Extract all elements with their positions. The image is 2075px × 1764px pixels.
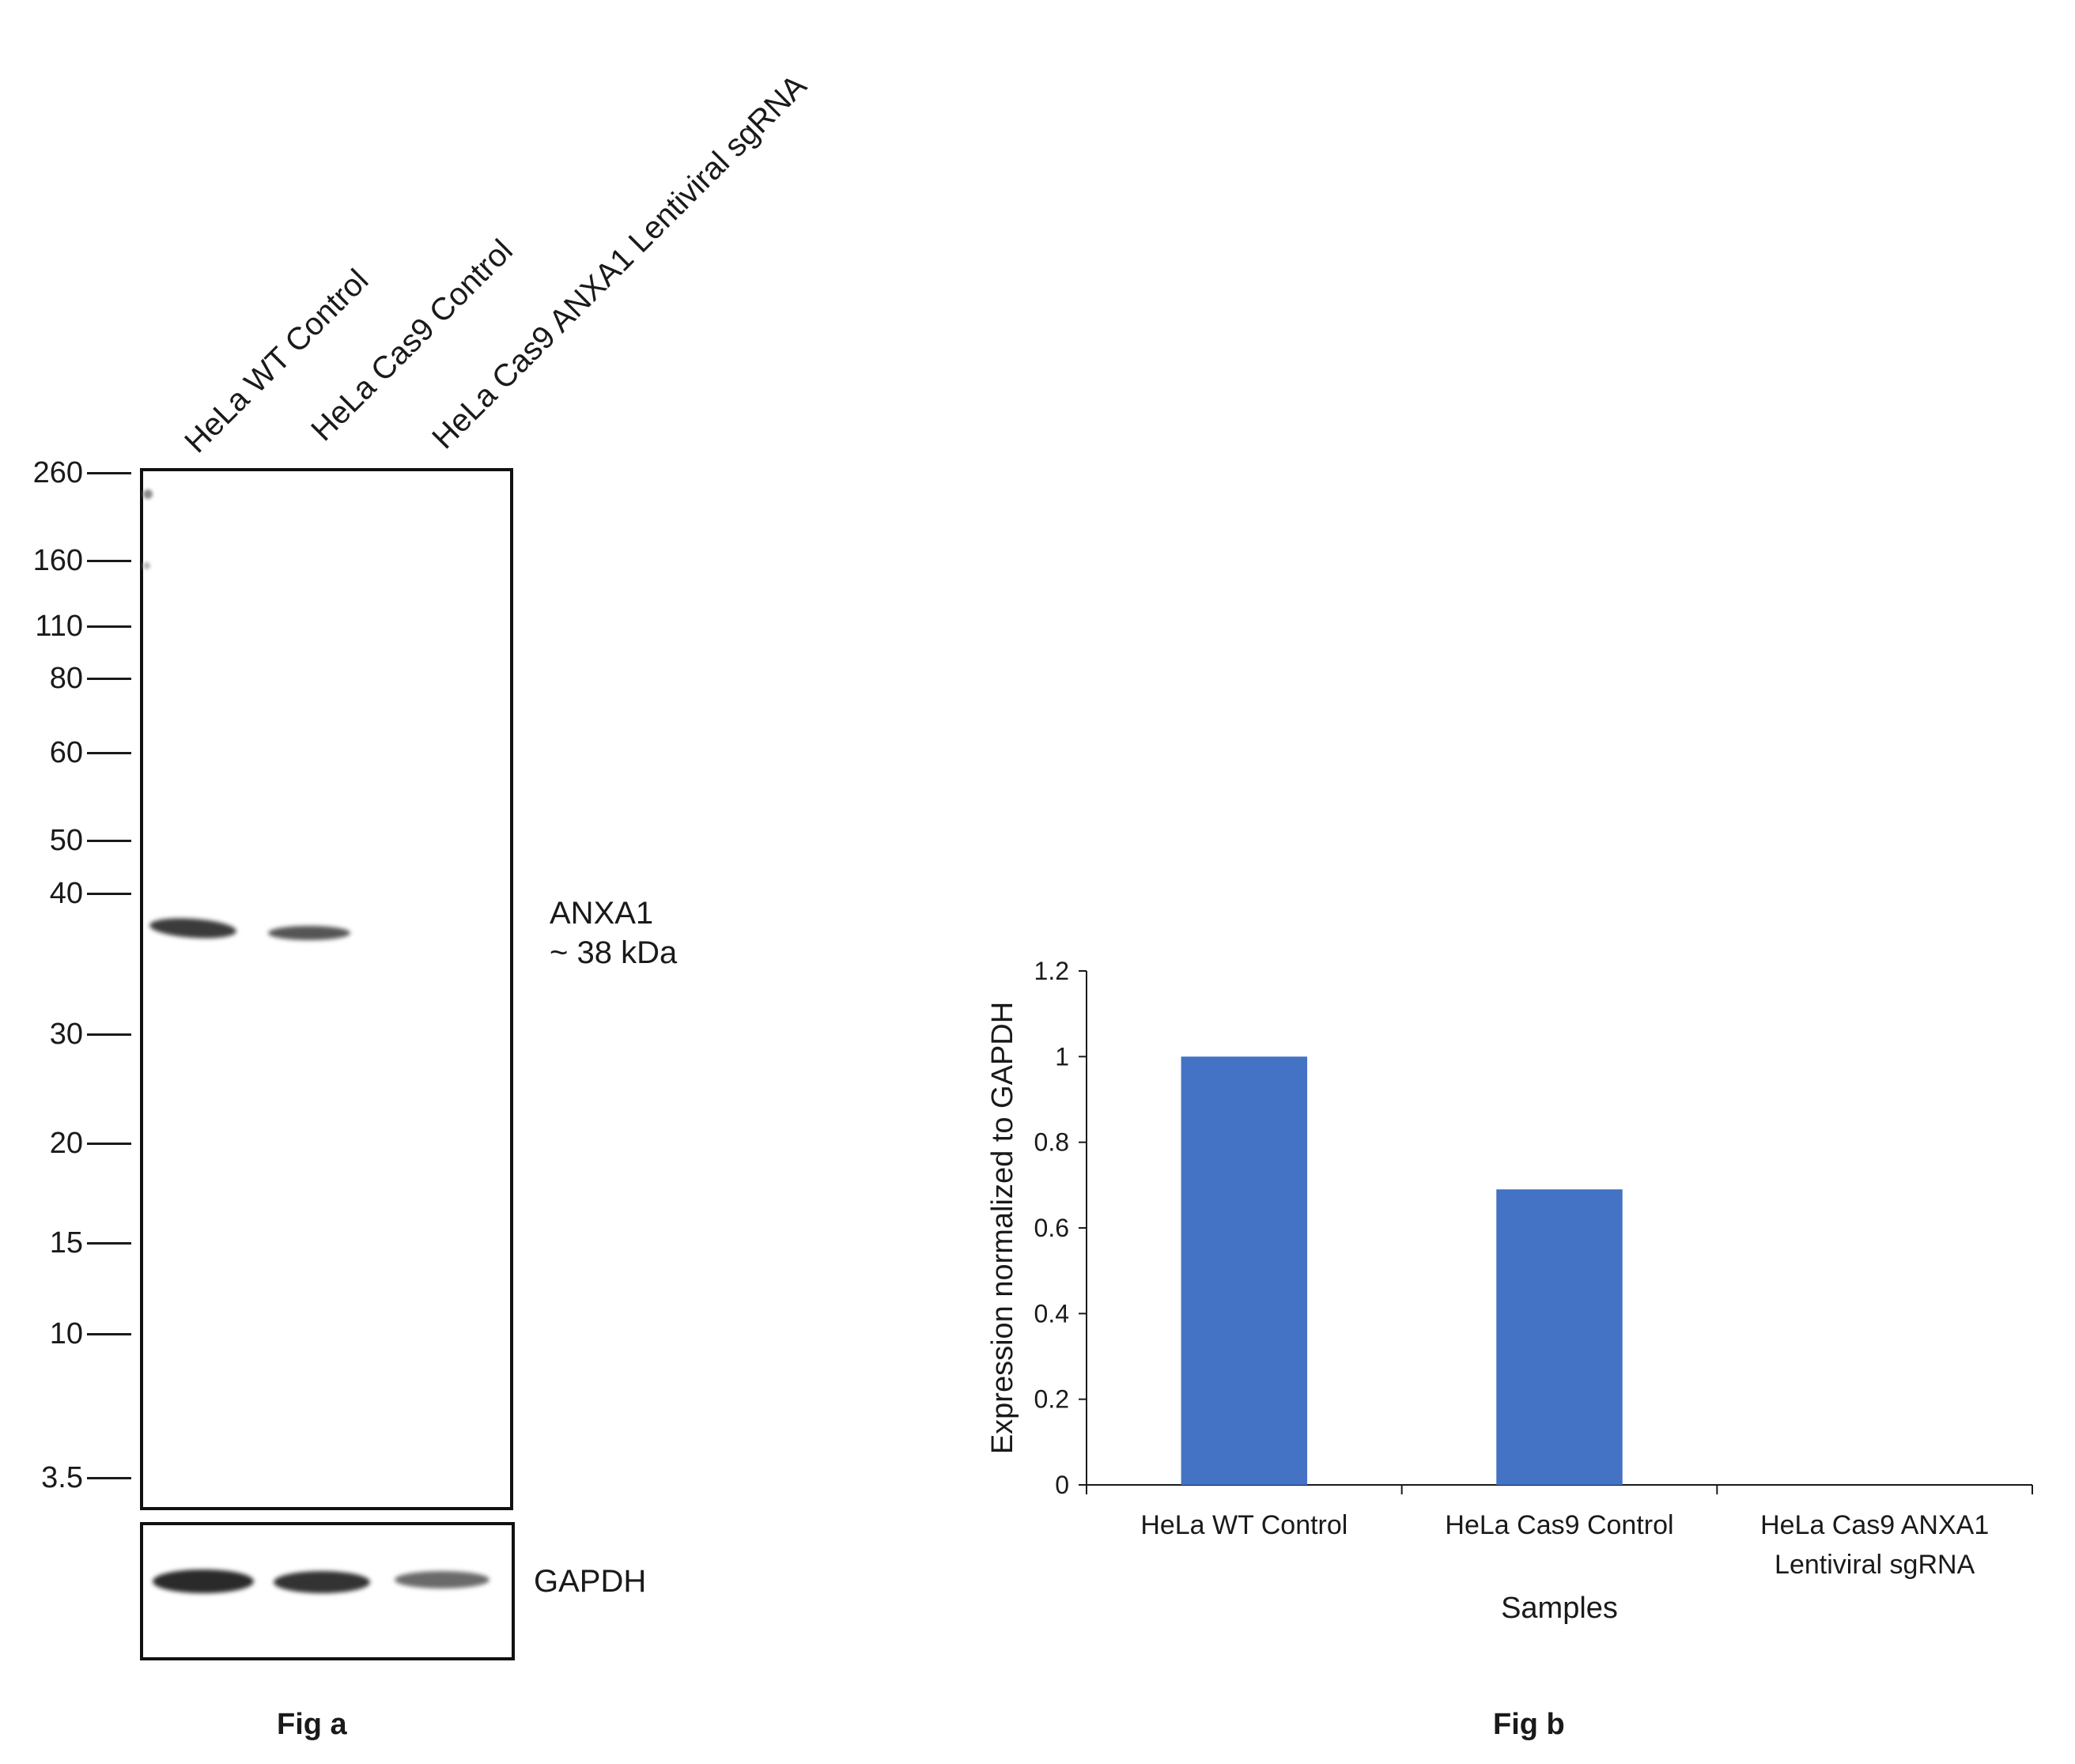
loading-control-label: GAPDH bbox=[534, 1564, 647, 1599]
y-tick-label: 0.8 bbox=[1034, 1128, 1069, 1157]
ladder-spot bbox=[143, 562, 150, 569]
x-tick-label: HeLa Cas9 ANXA1 bbox=[1760, 1510, 1989, 1540]
marker-label: 20 bbox=[49, 1127, 83, 1160]
marker-tick bbox=[87, 472, 131, 474]
x-axis-title: Samples bbox=[1501, 1592, 1618, 1625]
marker-label: 60 bbox=[49, 736, 83, 769]
gapdh-band-lane-3 bbox=[395, 1571, 489, 1588]
bar bbox=[1496, 1189, 1623, 1485]
ladder-spot bbox=[143, 489, 153, 499]
anxa1-band-lane-1 bbox=[149, 916, 237, 941]
marker-label: 110 bbox=[35, 610, 83, 643]
anxa1-blot bbox=[140, 468, 513, 1510]
y-tick-label: 0 bbox=[1055, 1471, 1069, 1499]
marker-label: 160 bbox=[32, 544, 83, 577]
marker-label: 30 bbox=[49, 1018, 83, 1051]
y-tick-label: 0.2 bbox=[1034, 1385, 1069, 1414]
marker-label: 260 bbox=[32, 456, 83, 489]
gapdh-blot bbox=[140, 1522, 515, 1660]
marker-tick bbox=[87, 893, 131, 895]
anxa1-band-lane-2 bbox=[268, 926, 350, 940]
y-axis-title: Expression normalized to GAPDH bbox=[986, 1002, 1019, 1454]
marker-tick bbox=[87, 625, 131, 628]
marker-label: 10 bbox=[49, 1317, 83, 1350]
marker-tick bbox=[87, 840, 131, 842]
fig-a-caption: Fig a bbox=[277, 1708, 347, 1741]
marker-tick bbox=[87, 752, 131, 754]
gapdh-band-lane-2 bbox=[274, 1571, 370, 1593]
marker-label: 40 bbox=[49, 877, 83, 910]
y-tick-label: 0.6 bbox=[1034, 1214, 1069, 1242]
marker-tick bbox=[87, 1333, 131, 1335]
marker-tick bbox=[87, 1242, 131, 1245]
y-tick-label: 1 bbox=[1055, 1042, 1069, 1071]
y-tick-label: 0.4 bbox=[1034, 1299, 1069, 1328]
x-tick-label: Lentiviral sgRNA bbox=[1775, 1550, 1975, 1580]
target-label: ANXA1 bbox=[550, 896, 654, 931]
marker-label: 50 bbox=[49, 824, 83, 857]
y-tick-label: 1.2 bbox=[1034, 957, 1069, 985]
marker-tick bbox=[87, 1033, 131, 1036]
fig-b-caption: Fig b bbox=[1493, 1708, 1565, 1741]
x-tick-label: HeLa WT Control bbox=[1140, 1510, 1347, 1540]
expression-bar-chart: 0 0.2 0.4 0.6 0.8 1 1.2 HeLa WT Control HeLa Cas… bbox=[986, 957, 2033, 1625]
marker-label: 15 bbox=[49, 1226, 83, 1260]
gapdh-band-lane-1 bbox=[153, 1569, 254, 1593]
marker-tick bbox=[87, 1477, 131, 1479]
marker-tick bbox=[87, 678, 131, 680]
marker-tick bbox=[87, 560, 131, 562]
marker-label: 3.5 bbox=[41, 1461, 83, 1494]
x-tick-label: HeLa Cas9 Control bbox=[1445, 1510, 1673, 1540]
marker-label: 80 bbox=[49, 662, 83, 695]
bar bbox=[1181, 1056, 1308, 1485]
target-size-label: ~ 38 kDa bbox=[550, 935, 678, 970]
marker-tick bbox=[87, 1143, 131, 1145]
